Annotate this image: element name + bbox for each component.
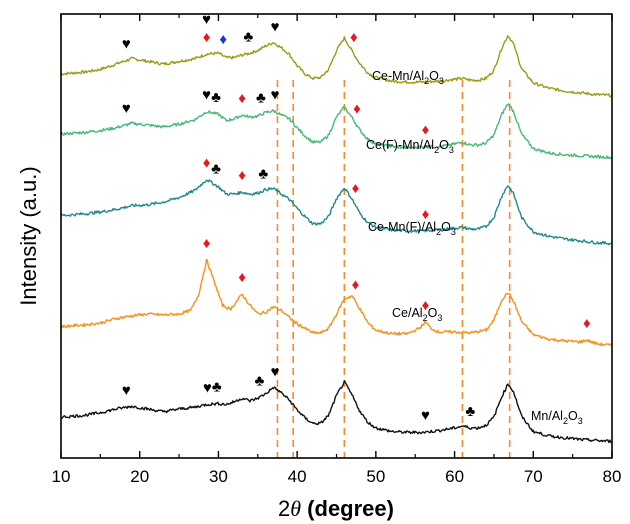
peak-marker-20: ♦ bbox=[422, 206, 430, 223]
peak-marker-10: ♦ bbox=[238, 90, 246, 107]
x-tick-label-4: 50 bbox=[366, 467, 385, 486]
peak-marker-32: ♣ bbox=[465, 403, 475, 420]
peak-marker-14: ♦ bbox=[422, 122, 430, 139]
peak-marker-26: ♥ bbox=[122, 382, 131, 399]
peak-marker-16: ♣ bbox=[211, 160, 221, 177]
x-tick-label-1: 20 bbox=[130, 467, 149, 486]
peak-marker-1: ♦ bbox=[203, 29, 211, 46]
peak-marker-28: ♣ bbox=[212, 379, 222, 396]
peak-marker-2: ♦ bbox=[219, 31, 227, 48]
series-labels: Ce-Mn/Al2O3 Ce(F)-Mn/Al2O3 Ce-Mn(F)/Al2O3 C… bbox=[366, 69, 583, 426]
x-tick-label-2: 30 bbox=[209, 467, 228, 486]
x-axis-title-unit: (degree) bbox=[301, 496, 394, 521]
x-axis-title-prefix: 2 bbox=[278, 496, 290, 521]
peak-marker-5: ♥ bbox=[271, 18, 280, 35]
series-layer bbox=[60, 35, 613, 444]
series-label-3: Ce/Al2O3 bbox=[392, 306, 442, 323]
peak-marker-18: ♣ bbox=[258, 166, 268, 183]
peak-marker-7: ♥ bbox=[122, 100, 131, 117]
peak-marker-13: ♦ bbox=[353, 100, 361, 117]
y-axis-title: Intensity (a.u.) bbox=[16, 166, 41, 305]
peak-marker-9: ♣ bbox=[211, 89, 221, 106]
peak-marker-21: ♦ bbox=[203, 235, 211, 252]
peak-marker-30: ♥ bbox=[271, 363, 280, 380]
x-tick-label-7: 80 bbox=[603, 467, 622, 486]
x-tick-label-6: 70 bbox=[524, 467, 543, 486]
peak-marker-8: ♥ bbox=[202, 87, 211, 104]
peak-marker-25: ♦ bbox=[583, 315, 591, 332]
series-line-2 bbox=[60, 179, 612, 246]
series-label-2: Ce-Mn(F)/Al2O3 bbox=[368, 220, 456, 237]
peak-markers: ♥ ♦ ♦♥♣♥♦♥♥ ♣ ♦ ♣ ♥♦♦♦ ♣ ♦ ♣♦♦♦♦ ♦♦♦♥ ♥ ♣ ♣♥♥ ♣ bbox=[122, 11, 591, 424]
peak-marker-24: ♦ bbox=[422, 297, 430, 314]
peak-marker-12: ♥ bbox=[271, 87, 280, 104]
plot-area bbox=[61, 14, 612, 458]
x-axis-title: 2θ (degree) bbox=[278, 496, 394, 521]
x-tick-label-3: 40 bbox=[288, 467, 307, 486]
peak-marker-3: ♥ bbox=[202, 11, 211, 28]
series-line-1 bbox=[60, 103, 613, 160]
peak-marker-29: ♣ bbox=[254, 372, 264, 389]
series-label-4: Mn/Al2O3 bbox=[531, 409, 583, 426]
peak-marker-11: ♣ bbox=[256, 90, 266, 107]
x-tick-label-0: 10 bbox=[52, 467, 71, 486]
x-axis-ticks: 10 20 30 40 50 60 70 80 bbox=[52, 14, 622, 486]
x-tick-label-5: 60 bbox=[445, 467, 464, 486]
peak-marker-31: ♥ bbox=[421, 407, 430, 424]
peak-marker-4: ♣ bbox=[243, 29, 253, 46]
series-line-4 bbox=[60, 379, 612, 444]
x-axis-title-symbol: θ bbox=[290, 496, 301, 521]
peak-marker-19: ♦ bbox=[352, 180, 360, 197]
series-label-0: Ce-Mn/Al2O3 bbox=[372, 69, 444, 86]
series-line-0 bbox=[60, 35, 613, 98]
peak-marker-0: ♥ bbox=[122, 35, 131, 52]
peak-marker-6: ♦ bbox=[350, 29, 358, 46]
peak-marker-23: ♦ bbox=[352, 276, 360, 293]
peak-marker-17: ♦ bbox=[238, 167, 246, 184]
peak-marker-15: ♦ bbox=[203, 155, 211, 172]
series-label-1: Ce(F)-Mn/Al2O3 bbox=[366, 138, 454, 155]
series-line-3 bbox=[60, 258, 612, 347]
peak-marker-22: ♦ bbox=[238, 269, 246, 286]
peak-marker-27: ♥ bbox=[203, 379, 212, 396]
